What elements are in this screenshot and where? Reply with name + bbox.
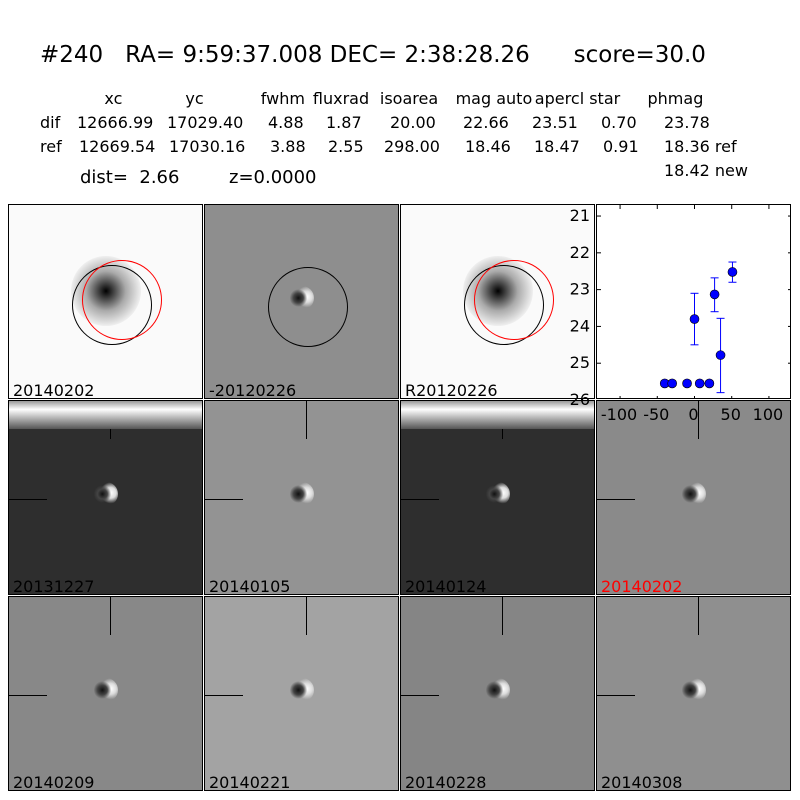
cutout-panel: 20140209 (8, 596, 203, 791)
crosshair-top (502, 597, 504, 635)
dist-value: dist= 2.66 (80, 167, 180, 188)
black-circle (268, 267, 348, 347)
panel-date-label: 20140221 (209, 773, 291, 791)
data-point (667, 378, 677, 389)
source-blob (289, 481, 314, 506)
crosshair-left (205, 695, 243, 697)
new-mag: 18.42 new (664, 161, 748, 180)
table-cell: 18.46 (465, 137, 511, 156)
table-cell: 23.51 (532, 113, 578, 132)
row-label: ref (40, 137, 62, 156)
source-blob (485, 481, 510, 506)
table-cell: 12666.99 (77, 113, 154, 132)
red-circle (82, 260, 162, 340)
source-blob (681, 481, 706, 506)
panel-date-label: 20140202 (13, 381, 95, 399)
crosshair-left (401, 499, 439, 501)
table-cell: 0.91 (603, 137, 639, 156)
data-point (709, 289, 720, 300)
panel-date-label: 20140105 (209, 577, 291, 595)
column-header: phmag (647, 89, 704, 108)
panel-date-label: 20140228 (405, 773, 487, 791)
data-point (715, 350, 726, 360)
panel-date-label: -20120226 (209, 381, 297, 399)
table-cell: 23.78 (664, 113, 710, 132)
bright-edge (9, 401, 202, 429)
table-cell: 1.87 (326, 113, 362, 132)
red-circle (474, 260, 554, 340)
data-point (694, 378, 705, 389)
table-cell: 3.88 (270, 137, 306, 156)
table-cell: 0.70 (601, 113, 637, 132)
cutout-panel: 20140124 (400, 400, 595, 595)
cutout-panel: 20140202 (8, 204, 203, 399)
table-cell: 22.66 (463, 113, 509, 132)
column-header: mag auto (455, 89, 533, 108)
bright-edge (401, 401, 594, 429)
crosshair-left (9, 499, 47, 501)
column-header: fluxrad (312, 89, 370, 108)
panel-date-label: R20120226 (405, 381, 498, 399)
row-label: dif (40, 113, 61, 132)
crosshair-top (306, 401, 308, 439)
source-blob (93, 677, 118, 702)
cutout-panel: 20140308 (596, 596, 791, 791)
table-cell: 18.36 ref (664, 137, 737, 156)
crosshair-top (110, 597, 112, 635)
column-header: xc (104, 89, 123, 108)
source-blob (681, 677, 706, 702)
table-cell: 2.55 (328, 137, 364, 156)
table-cell: 18.47 (534, 137, 580, 156)
crosshair-left (597, 499, 635, 501)
cutout-panel: R20120226 (400, 204, 595, 399)
column-header: cl star (570, 89, 621, 108)
cutout-panel: 20131227 (8, 400, 203, 595)
crosshair-left (205, 499, 243, 501)
panel-date-label: 20140124 (405, 577, 487, 595)
cutout-panel: 20140202 (596, 400, 791, 595)
table-cell: 17030.16 (169, 137, 246, 156)
table-cell: 4.88 (268, 113, 304, 132)
source-blob (93, 481, 118, 506)
crosshair-top (306, 597, 308, 635)
column-header: yc (185, 89, 204, 108)
column-header: aper (534, 89, 572, 108)
table-cell: 12669.54 (79, 137, 156, 156)
source-blob (485, 677, 510, 702)
data-point (689, 314, 700, 324)
page-title: #240 RA= 9:59:37.008 DEC= 2:38:28.26 sco… (40, 42, 706, 68)
lightcurve-chart (596, 204, 791, 399)
source-blob (289, 677, 314, 702)
panel-date-label: 20140202 (601, 577, 683, 595)
cutout-panel: 20140105 (204, 400, 399, 595)
data-point (727, 267, 738, 277)
cutout-panel: -20120226 (204, 204, 399, 399)
table-cell: 17029.40 (167, 113, 244, 132)
crosshair-top (698, 597, 700, 635)
column-header: isoarea (379, 89, 439, 108)
panel-date-label: 20131227 (13, 577, 95, 595)
table-cell: 298.00 (384, 137, 440, 156)
data-point (682, 378, 692, 389)
panel-date-label: 20140308 (601, 773, 683, 791)
data-point (704, 378, 715, 389)
crosshair-left (597, 695, 635, 697)
table-cell: 20.00 (390, 113, 436, 132)
crosshair-left (9, 695, 47, 697)
cutout-panel: 20140221 (204, 596, 399, 791)
column-header: fwhm (260, 89, 305, 108)
cutout-panel: 20140228 (400, 596, 595, 791)
crosshair-left (401, 695, 439, 697)
crosshair-top (698, 401, 700, 439)
z-value: z=0.0000 (229, 167, 317, 188)
panel-date-label: 20140209 (13, 773, 95, 791)
